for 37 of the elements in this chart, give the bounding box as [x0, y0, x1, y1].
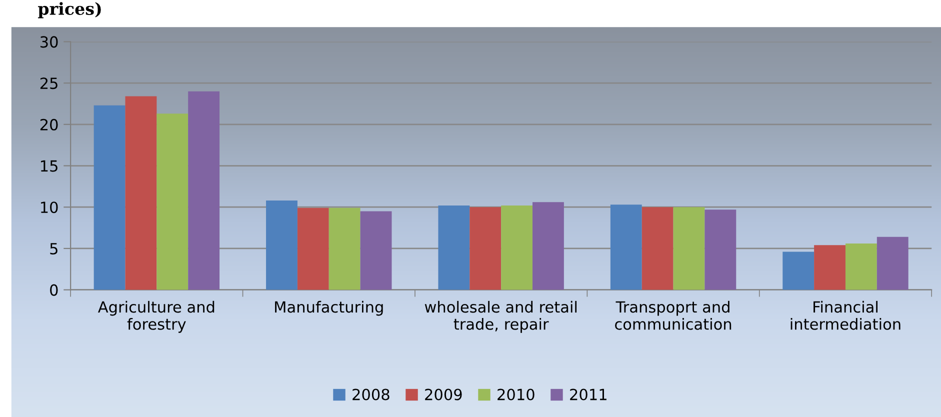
y-tick-label: 20 — [40, 118, 58, 130]
legend-label: 2008 — [352, 388, 390, 400]
x-tick-label: Transpoprt and communication — [615, 300, 732, 330]
legend-label: 2009 — [425, 388, 462, 400]
bar — [673, 207, 705, 290]
x-tick-label: wholesale and retail trade, repair — [424, 300, 577, 333]
bar — [845, 244, 877, 290]
bar — [328, 208, 360, 290]
y-tick-label: 30 — [40, 36, 58, 48]
bar — [94, 105, 126, 290]
y-tick-label: 10 — [41, 202, 58, 214]
x-tick-label: Agriculture and forestry — [98, 300, 214, 333]
y-tick-label: 25 — [40, 78, 58, 90]
bar — [782, 252, 814, 290]
bar — [704, 210, 736, 290]
y-tick-label: 15 — [41, 160, 58, 172]
bar — [360, 211, 392, 290]
x-tick-label: Manufacturing — [275, 300, 383, 316]
bar — [188, 91, 220, 290]
bar — [814, 245, 846, 290]
legend-label: 2011 — [570, 388, 606, 400]
bar — [532, 202, 564, 290]
bar — [610, 204, 642, 290]
bar — [501, 205, 533, 290]
y-tick-label: 5 — [50, 243, 58, 254]
bar — [297, 208, 329, 290]
x-tick-label: Financial intermediation — [790, 300, 900, 330]
bar — [125, 96, 157, 290]
bar — [156, 114, 188, 290]
bar — [876, 236, 908, 290]
legend-label: 2010 — [498, 388, 534, 400]
y-tick-label: 0 — [50, 284, 58, 296]
bar — [642, 207, 674, 290]
bar — [470, 207, 502, 290]
chart-title: prices) — [38, 2, 101, 18]
bar — [266, 200, 298, 290]
bar — [438, 205, 470, 290]
